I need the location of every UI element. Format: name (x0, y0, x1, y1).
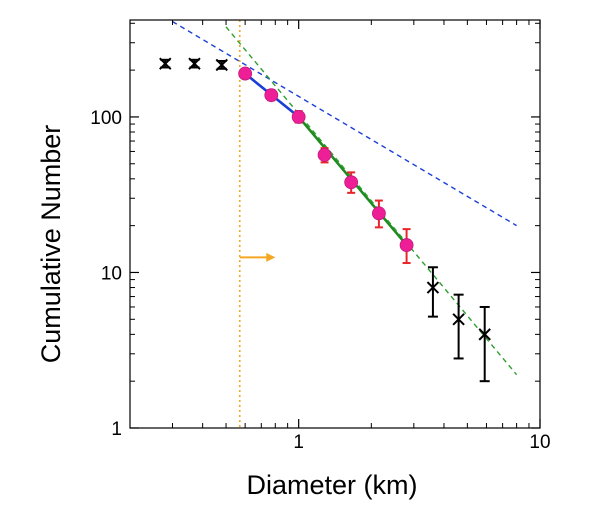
ticks-layer: 1 10 1 10 100 (90, 20, 551, 453)
data-point-cross-stroke-b (478, 328, 491, 341)
x-axis-title: Diameter (km) (246, 470, 417, 500)
data-point-cross-stroke-b (426, 281, 440, 294)
threshold-layer (238, 20, 276, 428)
fit-line-dashed-2 (172, 20, 517, 227)
fit-line-dashed-3 (225, 26, 518, 376)
fit-lines-layer (172, 20, 518, 376)
data-point-circle (372, 206, 386, 221)
data-point-circle (399, 238, 414, 252)
data-points-layer (159, 57, 491, 341)
data-point-cross (188, 57, 201, 70)
data-point-cross (215, 58, 228, 72)
x-tick-label: 1 (293, 432, 304, 453)
y-tick-label: 100 (90, 108, 122, 129)
data-point-cross-stroke-b (452, 313, 465, 326)
data-point-cross-stroke-b (159, 57, 172, 70)
y-axis-title: Cumulative Number (36, 125, 66, 364)
data-point-circle (238, 66, 253, 81)
data-point-cross (452, 313, 465, 326)
y-tick-label: 10 (101, 263, 122, 284)
data-point-circle (344, 175, 359, 190)
data-point-cross (159, 57, 172, 70)
threshold-arrow-head (266, 252, 276, 262)
y-tick-label: 1 (111, 419, 122, 440)
error-bars-layer (160, 58, 490, 383)
data-point-cross-stroke-b (188, 57, 201, 70)
x-tick-label: 10 (529, 432, 550, 453)
data-point-circle (291, 110, 306, 124)
data-point-cross (426, 281, 440, 294)
data-point-circle (317, 148, 332, 162)
data-point-cross (478, 328, 491, 341)
data-point-cross-stroke-b (215, 58, 228, 72)
data-point-circle (264, 88, 279, 103)
plot-frame (129, 19, 541, 429)
